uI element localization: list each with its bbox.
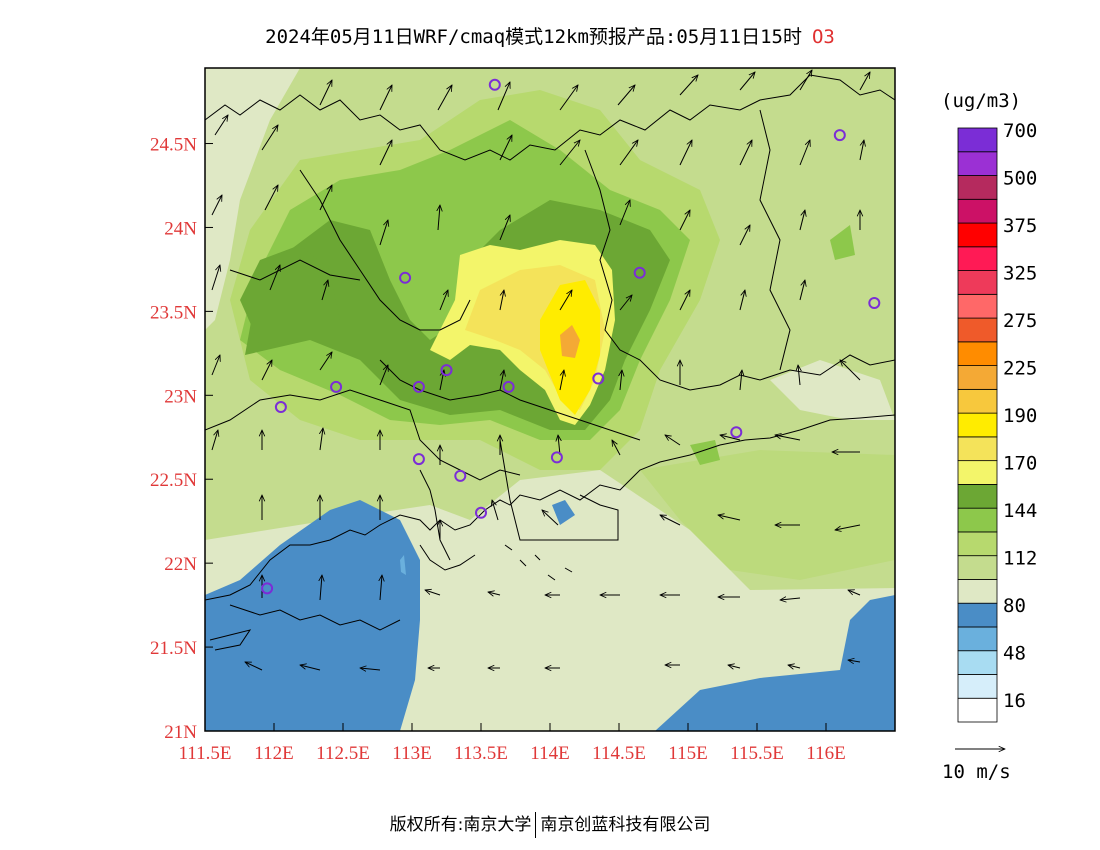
lat-tick-label: 21.5N <box>150 638 197 659</box>
lon-tick-label: 114.5E <box>592 743 646 764</box>
footer-separator <box>535 812 537 838</box>
legend-level-label: 225 <box>1003 357 1037 379</box>
legend-color-box <box>957 602 998 628</box>
legend-color-box <box>957 674 998 699</box>
legend-color-box <box>957 697 998 723</box>
legend-color-box <box>957 175 998 200</box>
lon-tick-label: 113.5E <box>454 743 508 764</box>
station-marker <box>730 426 743 439</box>
legend-level-label: 112 <box>1003 547 1037 569</box>
latitude-axis: 21N 21.5N 22N 22.5N 23N 23.5N 24N 24.5N <box>150 135 213 743</box>
legend-color-box <box>957 531 998 557</box>
lat-tick-label: 24N <box>164 218 197 239</box>
longitude-axis: 111.5E 112E 112.5E 113E 113.5E 114E 114.5E 115E… <box>179 723 846 764</box>
legend-color-box <box>957 246 998 271</box>
page-title: 2024年05月11日WRF/cmaq模式12km预报产品:05月11日15时 O… <box>0 22 1100 49</box>
station-marker <box>330 380 343 393</box>
wind-vectors <box>211 70 870 670</box>
legend-color-box <box>957 151 998 176</box>
lat-tick-label: 21N <box>164 722 197 743</box>
station-marker <box>550 451 563 464</box>
lat-tick-label: 22N <box>164 554 197 575</box>
lon-tick-label: 112E <box>254 743 293 764</box>
legend-color-box <box>957 388 998 414</box>
lon-tick-label: 111.5E <box>179 743 232 764</box>
legend-color-box <box>957 270 998 295</box>
legend-level-label: 144 <box>1003 500 1037 522</box>
title-text: 2024年05月11日WRF/cmaq模式12km预报产品:05月11日15时 <box>265 26 802 48</box>
station-marker <box>261 582 274 595</box>
legend-color-box <box>957 365 998 390</box>
legend-level-label: 500 <box>1003 167 1037 189</box>
legend-color-box <box>957 483 998 509</box>
legend-color-box <box>957 222 998 248</box>
legend-color-box <box>957 412 998 438</box>
lon-tick-label: 116E <box>806 743 845 764</box>
lat-tick-label: 22.5N <box>150 470 197 491</box>
lon-tick-label: 114E <box>530 743 569 764</box>
color-legend: (ug/m3) 16 48 80 112 144 170 190 225 275 325 375 50… <box>941 90 1037 723</box>
station-marker <box>868 296 881 309</box>
legend-color-box <box>957 460 998 485</box>
station-marker <box>488 78 501 91</box>
station-marker <box>412 380 425 393</box>
legend-unit: (ug/m3) <box>941 90 1021 112</box>
lat-tick-label: 24.5N <box>150 135 197 156</box>
station-marker <box>475 506 487 519</box>
legend-level-label: 80 <box>1003 595 1026 617</box>
station-marker <box>833 129 846 142</box>
legend-color-box <box>957 317 998 343</box>
wind-reference-label: 10 m/s <box>942 761 1011 783</box>
legend-color-box <box>957 507 998 533</box>
legend-level-label: 325 <box>1003 262 1037 284</box>
station-marker <box>633 266 646 279</box>
lon-tick-label: 112.5E <box>316 743 370 764</box>
legend-color-box <box>957 436 998 462</box>
legend-color-box <box>957 555 998 580</box>
copyright-owner: 版权所有:南京大学 <box>389 815 532 835</box>
lon-tick-label: 115.5E <box>730 743 784 764</box>
pollutant-species: O3 <box>811 26 835 48</box>
station-marker <box>502 380 515 393</box>
legend-color-box <box>957 650 998 675</box>
legend-level-label: 170 <box>1003 452 1037 474</box>
lat-tick-label: 23.5N <box>150 302 197 323</box>
legend-color-box <box>957 293 998 319</box>
legend-level-label: 275 <box>1003 310 1037 332</box>
legend-level-label: 48 <box>1003 642 1026 664</box>
station-marker <box>399 271 412 284</box>
station-marker <box>592 372 605 385</box>
station-marker <box>412 453 425 466</box>
legend-level-label: 190 <box>1003 405 1037 427</box>
legend-level-label: 375 <box>1003 215 1037 237</box>
legend-color-box <box>957 341 998 366</box>
station-marker <box>454 469 467 482</box>
station-marker <box>274 401 287 414</box>
lon-tick-label: 113E <box>392 743 431 764</box>
lat-tick-label: 23N <box>164 386 197 407</box>
legend-level-label: 16 <box>1003 690 1026 712</box>
station-marker <box>440 364 453 377</box>
copyright-footer: 版权所有:南京大学 南京创蓝科技有限公司 <box>0 810 1100 838</box>
ozone-concentration-field <box>205 68 895 731</box>
legend-color-box <box>957 127 998 153</box>
monitoring-stations <box>261 78 881 595</box>
lon-tick-label: 115E <box>668 743 707 764</box>
legend-color-box <box>957 579 998 604</box>
legend-color-box <box>957 626 998 652</box>
legend-color-box <box>957 198 998 224</box>
legend-level-label: 700 <box>1003 120 1037 142</box>
wind-reference: 10 m/s <box>942 749 1011 783</box>
copyright-company: 南京创蓝科技有限公司 <box>540 815 711 835</box>
